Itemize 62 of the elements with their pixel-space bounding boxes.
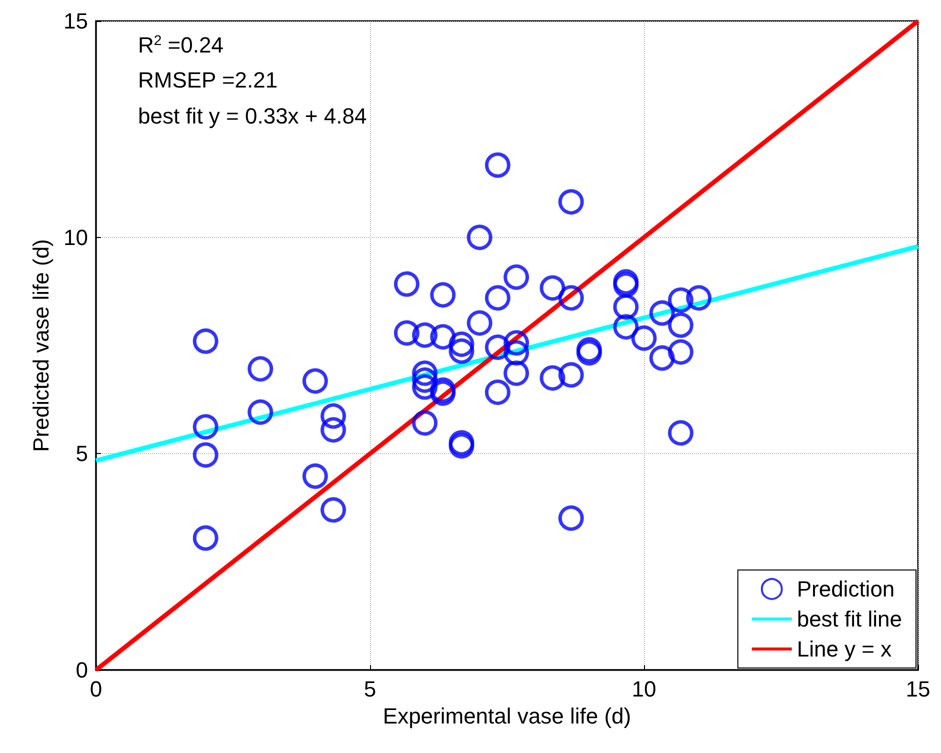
point xyxy=(504,360,530,386)
point xyxy=(320,417,346,443)
point xyxy=(504,340,530,366)
point xyxy=(540,275,566,301)
point xyxy=(484,334,510,360)
point xyxy=(558,362,584,388)
point xyxy=(412,360,438,386)
point xyxy=(430,324,456,350)
point xyxy=(412,410,438,436)
point xyxy=(412,367,438,393)
point xyxy=(540,365,566,391)
y-tick-label: 15 xyxy=(64,8,88,34)
point xyxy=(448,331,474,357)
point xyxy=(484,379,510,405)
point xyxy=(448,338,474,364)
point xyxy=(430,282,456,308)
point xyxy=(302,368,328,394)
point xyxy=(484,152,510,178)
point xyxy=(668,287,694,313)
x-tick-label: 10 xyxy=(632,676,656,702)
legend-label: Line y = x xyxy=(796,636,892,662)
point xyxy=(558,285,584,311)
point xyxy=(320,403,346,429)
x-tick-label: 5 xyxy=(364,676,376,702)
point xyxy=(686,285,712,311)
point xyxy=(192,414,218,440)
point xyxy=(504,264,530,290)
point xyxy=(668,339,694,365)
x-tick-label: 15 xyxy=(906,676,930,702)
point xyxy=(558,189,584,215)
point xyxy=(649,345,675,371)
point xyxy=(320,497,346,523)
legend-label: Prediction xyxy=(796,576,895,602)
point xyxy=(394,320,420,346)
y-axis-title: Predicted vase life (d) xyxy=(28,239,54,452)
y-tick-label: 10 xyxy=(64,224,88,250)
point xyxy=(466,310,492,336)
y-tick-label: 0 xyxy=(76,658,88,682)
point xyxy=(192,442,218,468)
point xyxy=(192,328,218,354)
point xyxy=(631,325,657,351)
x-axis-title: Experimental vase life (d) xyxy=(382,703,632,728)
point xyxy=(248,399,274,425)
point xyxy=(302,463,328,489)
y-tick-label: 5 xyxy=(76,441,88,466)
point xyxy=(248,356,274,382)
point xyxy=(466,224,492,250)
point xyxy=(668,312,694,338)
point xyxy=(192,525,218,551)
point xyxy=(668,420,694,446)
point xyxy=(613,294,639,320)
legend-label: best fit line xyxy=(796,606,902,632)
point xyxy=(412,322,438,348)
point xyxy=(558,505,584,531)
point xyxy=(613,314,639,340)
point xyxy=(649,300,675,326)
point xyxy=(412,374,438,400)
point xyxy=(394,271,420,297)
point xyxy=(504,330,530,356)
annotation: best fit y = 0.33x + 4.84 xyxy=(138,104,367,128)
point xyxy=(484,285,510,311)
annotation: RMSEP =2.21 xyxy=(138,68,278,92)
